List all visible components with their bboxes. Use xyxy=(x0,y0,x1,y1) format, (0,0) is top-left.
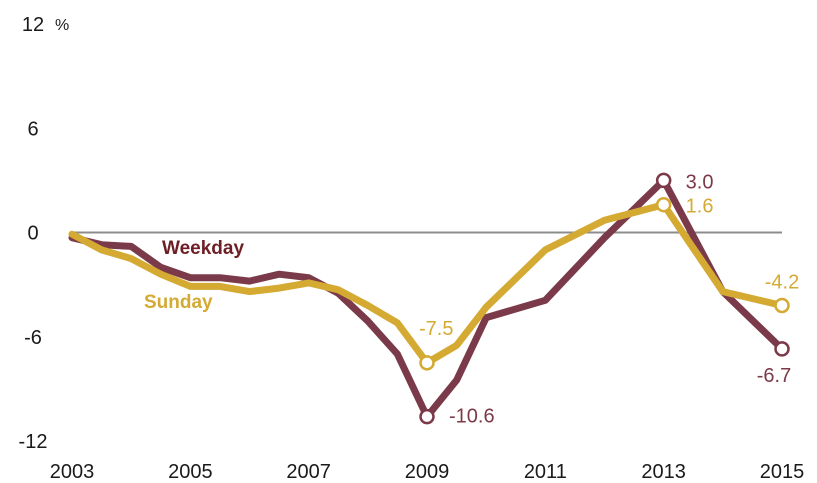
data-labels: -10.6 3.0 -6.7 -7.5 1.6 -4.2 xyxy=(419,171,799,427)
x-tick-label: 2003 xyxy=(50,461,95,483)
y-tick-label: -6 xyxy=(24,327,42,349)
series-line-weekday xyxy=(68,176,786,421)
data-marker xyxy=(419,408,435,425)
y-tick-label: -12 xyxy=(19,431,48,453)
x-tick-label: 2013 xyxy=(641,461,686,483)
data-markers xyxy=(419,172,790,425)
data-label: -6.7 xyxy=(757,365,791,387)
data-marker xyxy=(655,196,672,213)
series-line-sunday xyxy=(68,201,786,367)
series-label-sunday: Sunday xyxy=(144,292,213,313)
data-marker xyxy=(419,355,435,371)
y-tick-label: 6 xyxy=(27,118,38,140)
y-tick-label: 12 xyxy=(22,14,44,36)
data-label: -7.5 xyxy=(419,318,453,340)
x-tick-label: 2005 xyxy=(168,461,213,483)
x-tick-label: 2009 xyxy=(405,461,450,483)
series-label-weekday: Weekday xyxy=(162,238,244,259)
y-axis-ticks: 12 6 0 -6 -12 xyxy=(19,14,48,453)
x-tick-label: 2011 xyxy=(524,461,567,483)
data-marker xyxy=(774,341,790,357)
y-axis-unit: % xyxy=(55,17,69,34)
x-tick-label: 2015 xyxy=(760,461,805,483)
x-axis-ticks: 2003 2005 2007 2009 2011 2013 2015 xyxy=(50,461,805,483)
data-marker xyxy=(655,172,672,189)
x-tick-label: 2007 xyxy=(286,461,331,483)
y-tick-label: 0 xyxy=(27,223,38,245)
data-marker xyxy=(774,297,790,314)
data-label: -10.6 xyxy=(449,406,495,428)
data-label: 1.6 xyxy=(686,196,714,218)
data-label: -4.2 xyxy=(765,271,799,293)
series-lines xyxy=(68,176,786,421)
data-label: 3.0 xyxy=(686,171,714,193)
